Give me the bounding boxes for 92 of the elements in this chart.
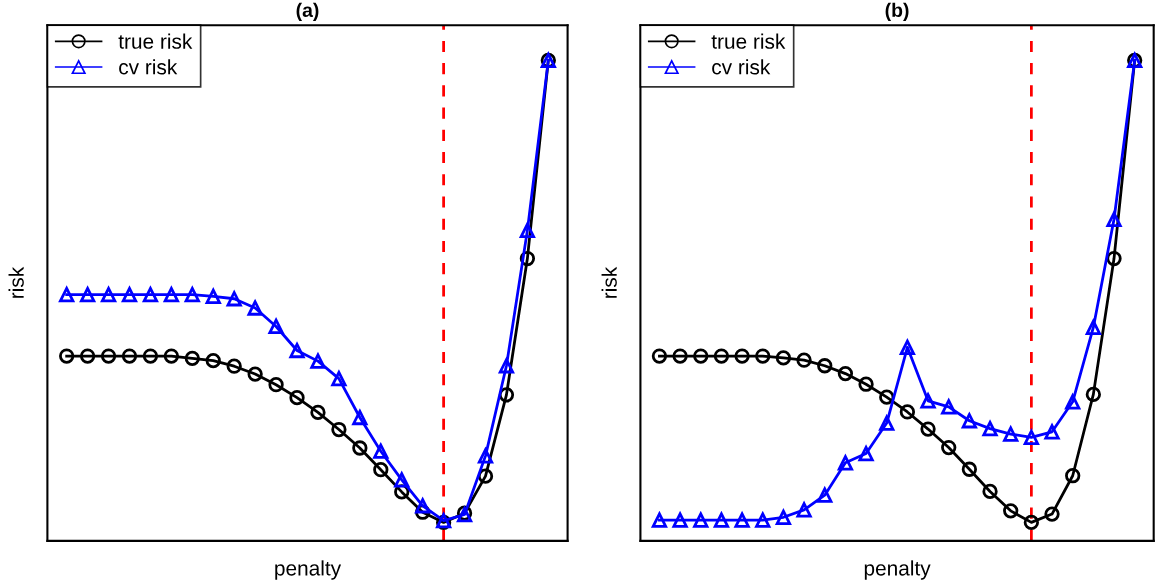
point <box>817 487 833 503</box>
chart-title: (a) <box>296 2 319 21</box>
point <box>672 512 688 528</box>
point <box>734 348 750 364</box>
point <box>899 404 916 420</box>
point <box>775 350 792 366</box>
point <box>713 512 730 528</box>
point <box>755 512 771 528</box>
point <box>858 376 874 392</box>
point <box>519 222 536 238</box>
point <box>1023 429 1039 446</box>
point <box>247 366 263 382</box>
point <box>1106 211 1122 227</box>
point <box>163 348 180 364</box>
legend-label: cv risk <box>712 59 771 75</box>
point <box>498 358 515 374</box>
point <box>755 348 771 364</box>
point <box>352 409 368 426</box>
chart-title: (b) <box>885 2 909 21</box>
point <box>693 348 709 364</box>
point <box>1044 424 1060 440</box>
point <box>373 462 389 478</box>
point <box>184 286 200 303</box>
point <box>817 358 833 374</box>
point <box>289 342 305 359</box>
point <box>961 413 978 429</box>
point <box>858 445 874 462</box>
point <box>837 455 854 471</box>
point <box>1106 250 1122 267</box>
x-axis-title: penalty <box>275 560 342 580</box>
point <box>477 448 494 464</box>
legend-label: cv risk <box>119 59 178 75</box>
x-axis-title: penalty <box>864 560 931 580</box>
point <box>59 348 75 364</box>
point <box>941 439 957 456</box>
point <box>899 339 916 355</box>
point <box>693 512 709 528</box>
point <box>163 286 180 303</box>
point <box>226 291 242 307</box>
point <box>142 348 159 364</box>
point <box>982 483 998 500</box>
point <box>268 318 284 335</box>
point <box>121 348 138 364</box>
point <box>1065 468 1081 484</box>
point <box>142 286 159 303</box>
point <box>982 420 998 437</box>
point <box>1085 319 1101 336</box>
point <box>205 353 221 369</box>
point <box>920 421 936 437</box>
point <box>59 286 75 303</box>
point <box>1085 386 1101 403</box>
point <box>879 415 895 431</box>
point <box>796 502 812 518</box>
point <box>289 389 305 406</box>
point <box>121 286 138 303</box>
point <box>961 461 978 477</box>
point <box>394 472 410 488</box>
point <box>331 421 347 438</box>
point <box>268 377 284 393</box>
y-axis-title: risk <box>8 266 24 298</box>
point <box>672 348 688 364</box>
point <box>1065 394 1081 410</box>
point <box>100 348 117 364</box>
point <box>79 348 96 364</box>
point <box>184 350 200 366</box>
point <box>100 286 117 303</box>
point <box>79 286 96 303</box>
point <box>1044 506 1060 522</box>
point <box>415 498 431 514</box>
point <box>920 393 936 409</box>
point <box>1003 426 1019 442</box>
point <box>331 371 347 387</box>
point <box>734 512 750 528</box>
point <box>352 440 368 456</box>
point <box>247 300 263 316</box>
point <box>837 365 854 382</box>
point <box>226 358 242 374</box>
point <box>796 352 812 368</box>
point <box>1023 514 1039 531</box>
point <box>310 353 326 369</box>
legend-label: true risk <box>711 33 786 49</box>
point <box>651 348 668 364</box>
point <box>1003 503 1019 519</box>
point <box>775 509 792 525</box>
legend-label: true risk <box>118 33 193 49</box>
point <box>941 399 957 415</box>
point <box>651 512 668 528</box>
point <box>205 288 221 305</box>
point <box>373 443 389 459</box>
y-axis-title: risk <box>601 266 617 298</box>
point <box>310 404 326 421</box>
point <box>713 348 730 364</box>
